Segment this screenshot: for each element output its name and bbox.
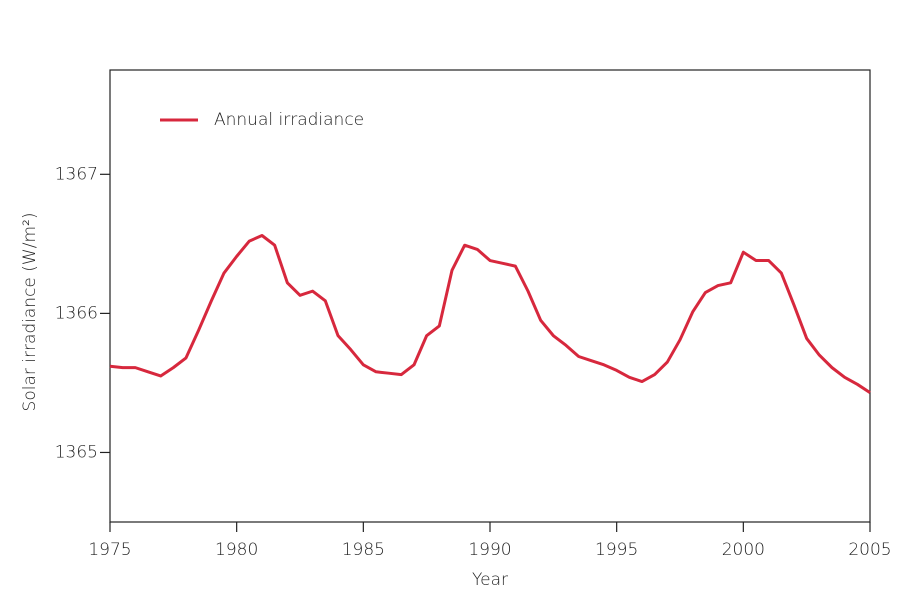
plot-frame <box>109 69 871 523</box>
line-series <box>109 234 871 394</box>
x-tick-label: 1985 <box>342 540 385 560</box>
x-tick-label: 1980 <box>215 540 258 560</box>
x-tick-label: 2005 <box>848 540 891 560</box>
y-tick-label: 1367 <box>55 164 98 184</box>
x-axis-label: Year <box>472 570 508 590</box>
x-tick-label: 1995 <box>595 540 638 560</box>
y-axis-label: Solar irradiance (W/m²) <box>20 213 40 412</box>
x-tick-label: 2000 <box>722 540 765 560</box>
y-tick-label: 1365 <box>55 442 98 462</box>
x-tick-label: 1975 <box>88 540 131 560</box>
y-tick-label: 1366 <box>55 303 98 323</box>
x-tick-label: 1990 <box>468 540 511 560</box>
legend-label: Annual irradiance <box>214 110 364 130</box>
